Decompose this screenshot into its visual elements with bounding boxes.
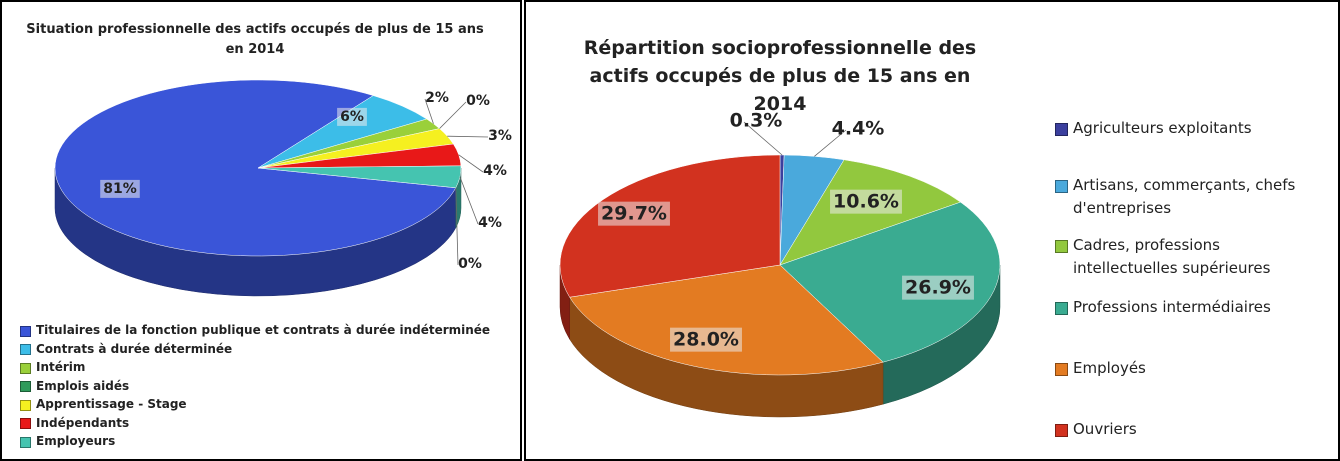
leader-line bbox=[743, 121, 783, 156]
legend-swatch bbox=[20, 362, 31, 374]
data-label: 3% bbox=[488, 128, 512, 144]
legend-swatch bbox=[1055, 424, 1068, 437]
data-label: 29.7% bbox=[601, 203, 667, 225]
label-box bbox=[598, 201, 670, 226]
label-box bbox=[830, 189, 902, 214]
pie-slice bbox=[569, 264, 884, 376]
right-panel bbox=[524, 0, 1340, 461]
legend-item: Agriculteurs exploitants bbox=[1055, 117, 1325, 140]
data-label: 81% bbox=[103, 181, 137, 197]
legend-swatch bbox=[1055, 123, 1068, 136]
leader-line bbox=[424, 98, 434, 124]
pie-slice bbox=[257, 165, 462, 189]
pie-slice bbox=[54, 79, 457, 257]
label-box bbox=[100, 179, 140, 198]
data-label: 0% bbox=[466, 93, 490, 109]
legend-swatch bbox=[20, 344, 31, 355]
legend-swatch bbox=[20, 399, 31, 411]
legend-label: Employés bbox=[1073, 359, 1146, 377]
legend-swatch bbox=[1055, 240, 1068, 253]
legend-label: Cadres, professions intellectuelles supé… bbox=[1073, 236, 1271, 277]
leader-line bbox=[458, 154, 484, 173]
leader-line bbox=[459, 176, 479, 225]
legend-swatch bbox=[1055, 180, 1068, 193]
data-label: 0% bbox=[458, 256, 482, 272]
legend-label: Professions intermédiaires bbox=[1073, 298, 1271, 316]
legend-label: Indépendants bbox=[36, 415, 130, 430]
legend-label: Titulaires de la fonction publique et co… bbox=[36, 323, 491, 337]
left-panel bbox=[0, 0, 522, 461]
data-label: 2% bbox=[425, 90, 449, 106]
pie-slice bbox=[559, 154, 781, 298]
legend-label: Artisans, commerçants, chefs d'entrepris… bbox=[1073, 176, 1296, 217]
data-label: 6% bbox=[340, 109, 364, 125]
legend-item: Apprentissage - Stage bbox=[20, 394, 500, 414]
data-label: 4% bbox=[478, 215, 502, 231]
leader-line bbox=[814, 129, 847, 157]
legend-item: Ouvriers bbox=[1055, 418, 1325, 441]
legend-item: Employeurs bbox=[20, 431, 500, 451]
pie-sides bbox=[559, 264, 1001, 418]
data-label: 28.0% bbox=[673, 329, 739, 351]
data-label: 0.3% bbox=[730, 110, 783, 132]
legend-label: Intérim bbox=[36, 360, 86, 374]
legend-item: Employés bbox=[1055, 357, 1325, 380]
legend-swatch bbox=[20, 418, 31, 429]
legend-item: Indépendants bbox=[20, 413, 500, 433]
label-box bbox=[337, 107, 367, 126]
legend-swatch bbox=[1055, 302, 1068, 315]
pie-tops bbox=[559, 154, 1001, 376]
legend-swatch bbox=[20, 381, 31, 392]
data-label: 4.4% bbox=[832, 118, 885, 140]
chart-title: Situation professionnelle des actifs occ… bbox=[26, 22, 484, 57]
pie-tops bbox=[54, 79, 462, 257]
legend-label: Ouvriers bbox=[1073, 420, 1137, 438]
legend-swatch bbox=[20, 325, 31, 337]
label-box bbox=[902, 275, 974, 300]
legend-item: Titulaires de la fonction publique et co… bbox=[20, 320, 500, 340]
legend-item: Contrats à durée déterminée bbox=[20, 339, 500, 359]
data-label: 4% bbox=[483, 163, 507, 179]
leader-line bbox=[447, 135, 489, 138]
data-label: 10.6% bbox=[833, 191, 899, 213]
legend-item: Professions intermédiaires bbox=[1055, 296, 1325, 319]
pie-slice bbox=[779, 201, 1001, 363]
legend-item: Artisans, commerçants, chefs d'entrepris… bbox=[1055, 174, 1325, 220]
legend-item: Intérim bbox=[20, 357, 500, 377]
data-label: 26.9% bbox=[905, 277, 971, 299]
leader-line bbox=[455, 187, 459, 266]
legend-label: Agriculteurs exploitants bbox=[1073, 119, 1252, 137]
legend-item: Emplois aidés bbox=[20, 376, 500, 396]
legend-label: Apprentissage - Stage bbox=[36, 397, 187, 411]
legend-label: Contrats à durée déterminée bbox=[36, 341, 233, 356]
legend-label: Employeurs bbox=[36, 434, 116, 448]
chart-title: Répartition socioprofessionnelle des act… bbox=[583, 37, 977, 115]
legend-swatch bbox=[1055, 363, 1068, 376]
legend-item: Cadres, professions intellectuelles supé… bbox=[1055, 234, 1325, 280]
leader-line bbox=[439, 101, 467, 129]
label-box bbox=[670, 327, 742, 352]
legend-label: Emplois aidés bbox=[36, 378, 130, 393]
legend-swatch bbox=[20, 436, 31, 448]
